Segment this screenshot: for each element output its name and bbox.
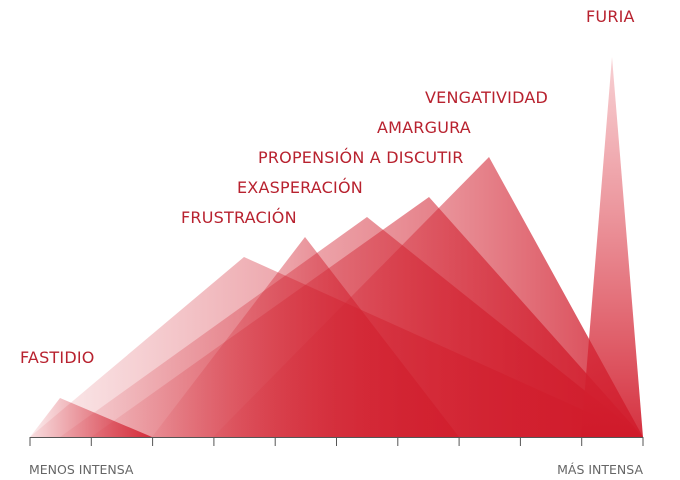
axis-start-label: MENOS INTENSA <box>29 462 134 477</box>
emotion-label: PROPENSIÓN A DISCUTIR <box>258 148 464 167</box>
axis-end-label: MÁS INTENSA <box>557 462 643 477</box>
shape-furia <box>581 57 643 437</box>
emotion-label: EXASPERACIÓN <box>237 178 363 197</box>
labels: FASTIDIO FRUSTRACIÓN EXASPERACIÓN PROPEN… <box>20 7 635 367</box>
emotion-label: VENGATIVIDAD <box>425 88 548 107</box>
axis: MENOS INTENSA MÁS INTENSA <box>29 437 644 477</box>
emotion-label: FASTIDIO <box>20 348 95 367</box>
shape-vengatividad <box>213 157 643 437</box>
emotion-label: AMARGURA <box>377 118 471 137</box>
emotion-label: FRUSTRACIÓN <box>181 208 297 227</box>
emotion-label: FURIA <box>586 7 635 26</box>
shape-fastidio <box>30 398 152 437</box>
shapes <box>30 57 643 437</box>
